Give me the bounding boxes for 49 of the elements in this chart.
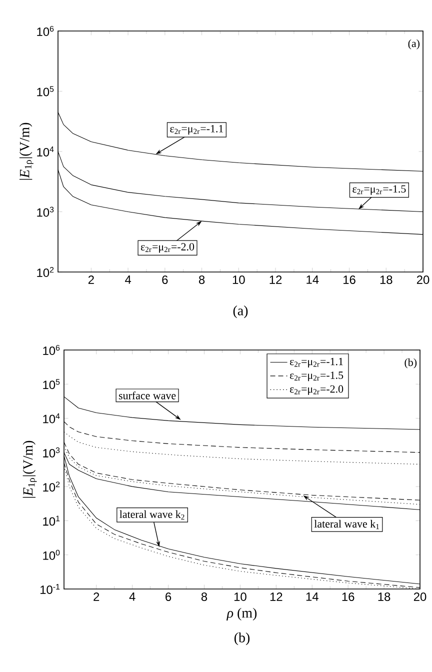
y-tick-label: 10$^{6}$: [37, 26, 54, 36]
legend-label: ε$_{2r}$=μ$_{2r}$=-2.0: [290, 385, 344, 395]
annotation: lateral wave k$_{1}$: [314, 520, 379, 530]
x-tick-label: 8: [198, 276, 205, 284]
y-tick-label: 10$^{0}$: [43, 550, 60, 560]
x-tick-label: 2: [94, 592, 100, 601]
y-tick-label: 10$^{3}$: [43, 447, 60, 458]
x-tick-label: 10: [232, 276, 245, 284]
y-tick-label: 10$^{5}$: [43, 379, 60, 390]
text: (b): [234, 632, 250, 646]
y-tick-label: 10$^{4}$: [37, 146, 54, 156]
y-tick-label: 10$^{4}$: [43, 413, 60, 424]
annotation: ε$_{2r}$=μ$_{2r}$=-1.1: [170, 125, 224, 135]
annotation: lateral wave k$_{2}$: [120, 510, 184, 520]
y-tick-label: 10$^{1}$: [43, 516, 60, 526]
x-tick-label: 20: [416, 276, 430, 284]
x-tick-label: 20: [414, 592, 426, 601]
x-tick-label: 8: [201, 592, 208, 601]
x-axis-title: ρ (m): [226, 608, 257, 620]
annotation: (b): [404, 358, 417, 368]
annotation: ε$_{2r}$=μ$_{2r}$=-1.5: [352, 185, 406, 195]
y-tick-label: 10$^{-1}$: [40, 584, 60, 594]
x-tick-label: 18: [378, 592, 390, 601]
y-tick-label: 10$^{2}$: [43, 482, 60, 492]
legend-label: ε$_{2r}$=μ$_{2r}$=-1.1: [290, 358, 343, 368]
x-tick-label: 16: [344, 276, 356, 284]
annotation: ε$_{2r}$=μ$_{2r}$=-2.0: [140, 243, 194, 253]
annotation: (a): [408, 39, 420, 50]
x-tick-label: 6: [162, 276, 168, 284]
x-tick-label: 4: [129, 592, 136, 601]
y-tick-label: 10$^{2}$: [37, 266, 54, 277]
x-tick-label: 10: [234, 592, 246, 601]
x-tick-label: 6: [166, 592, 172, 601]
x-tick-label: 14: [306, 592, 318, 601]
annotation: surface wave: [119, 392, 176, 400]
x-tick-label: 18: [380, 276, 392, 284]
y-axis-title: |E$_{1ρ}$|(V/m): [19, 122, 34, 180]
x-tick-label: 12: [270, 276, 282, 284]
y-tick-label: 10$^{6}$: [43, 344, 60, 356]
y-tick-label: 10$^{3}$: [37, 206, 54, 217]
x-tick-label: 4: [125, 276, 132, 284]
y-axis-title: |E$_{1ρ}$|(V/m): [22, 440, 37, 498]
legend-label: ε$_{2r}$=μ$_{2r}$=-1.5: [290, 372, 344, 382]
x-tick-label: 12: [270, 592, 282, 601]
y-tick-label: 10$^{5}$: [37, 86, 54, 96]
x-tick-label: 14: [306, 276, 319, 284]
text: (a): [233, 306, 248, 318]
x-tick-label: 16: [342, 592, 354, 601]
x-tick-label: 2: [88, 276, 94, 284]
